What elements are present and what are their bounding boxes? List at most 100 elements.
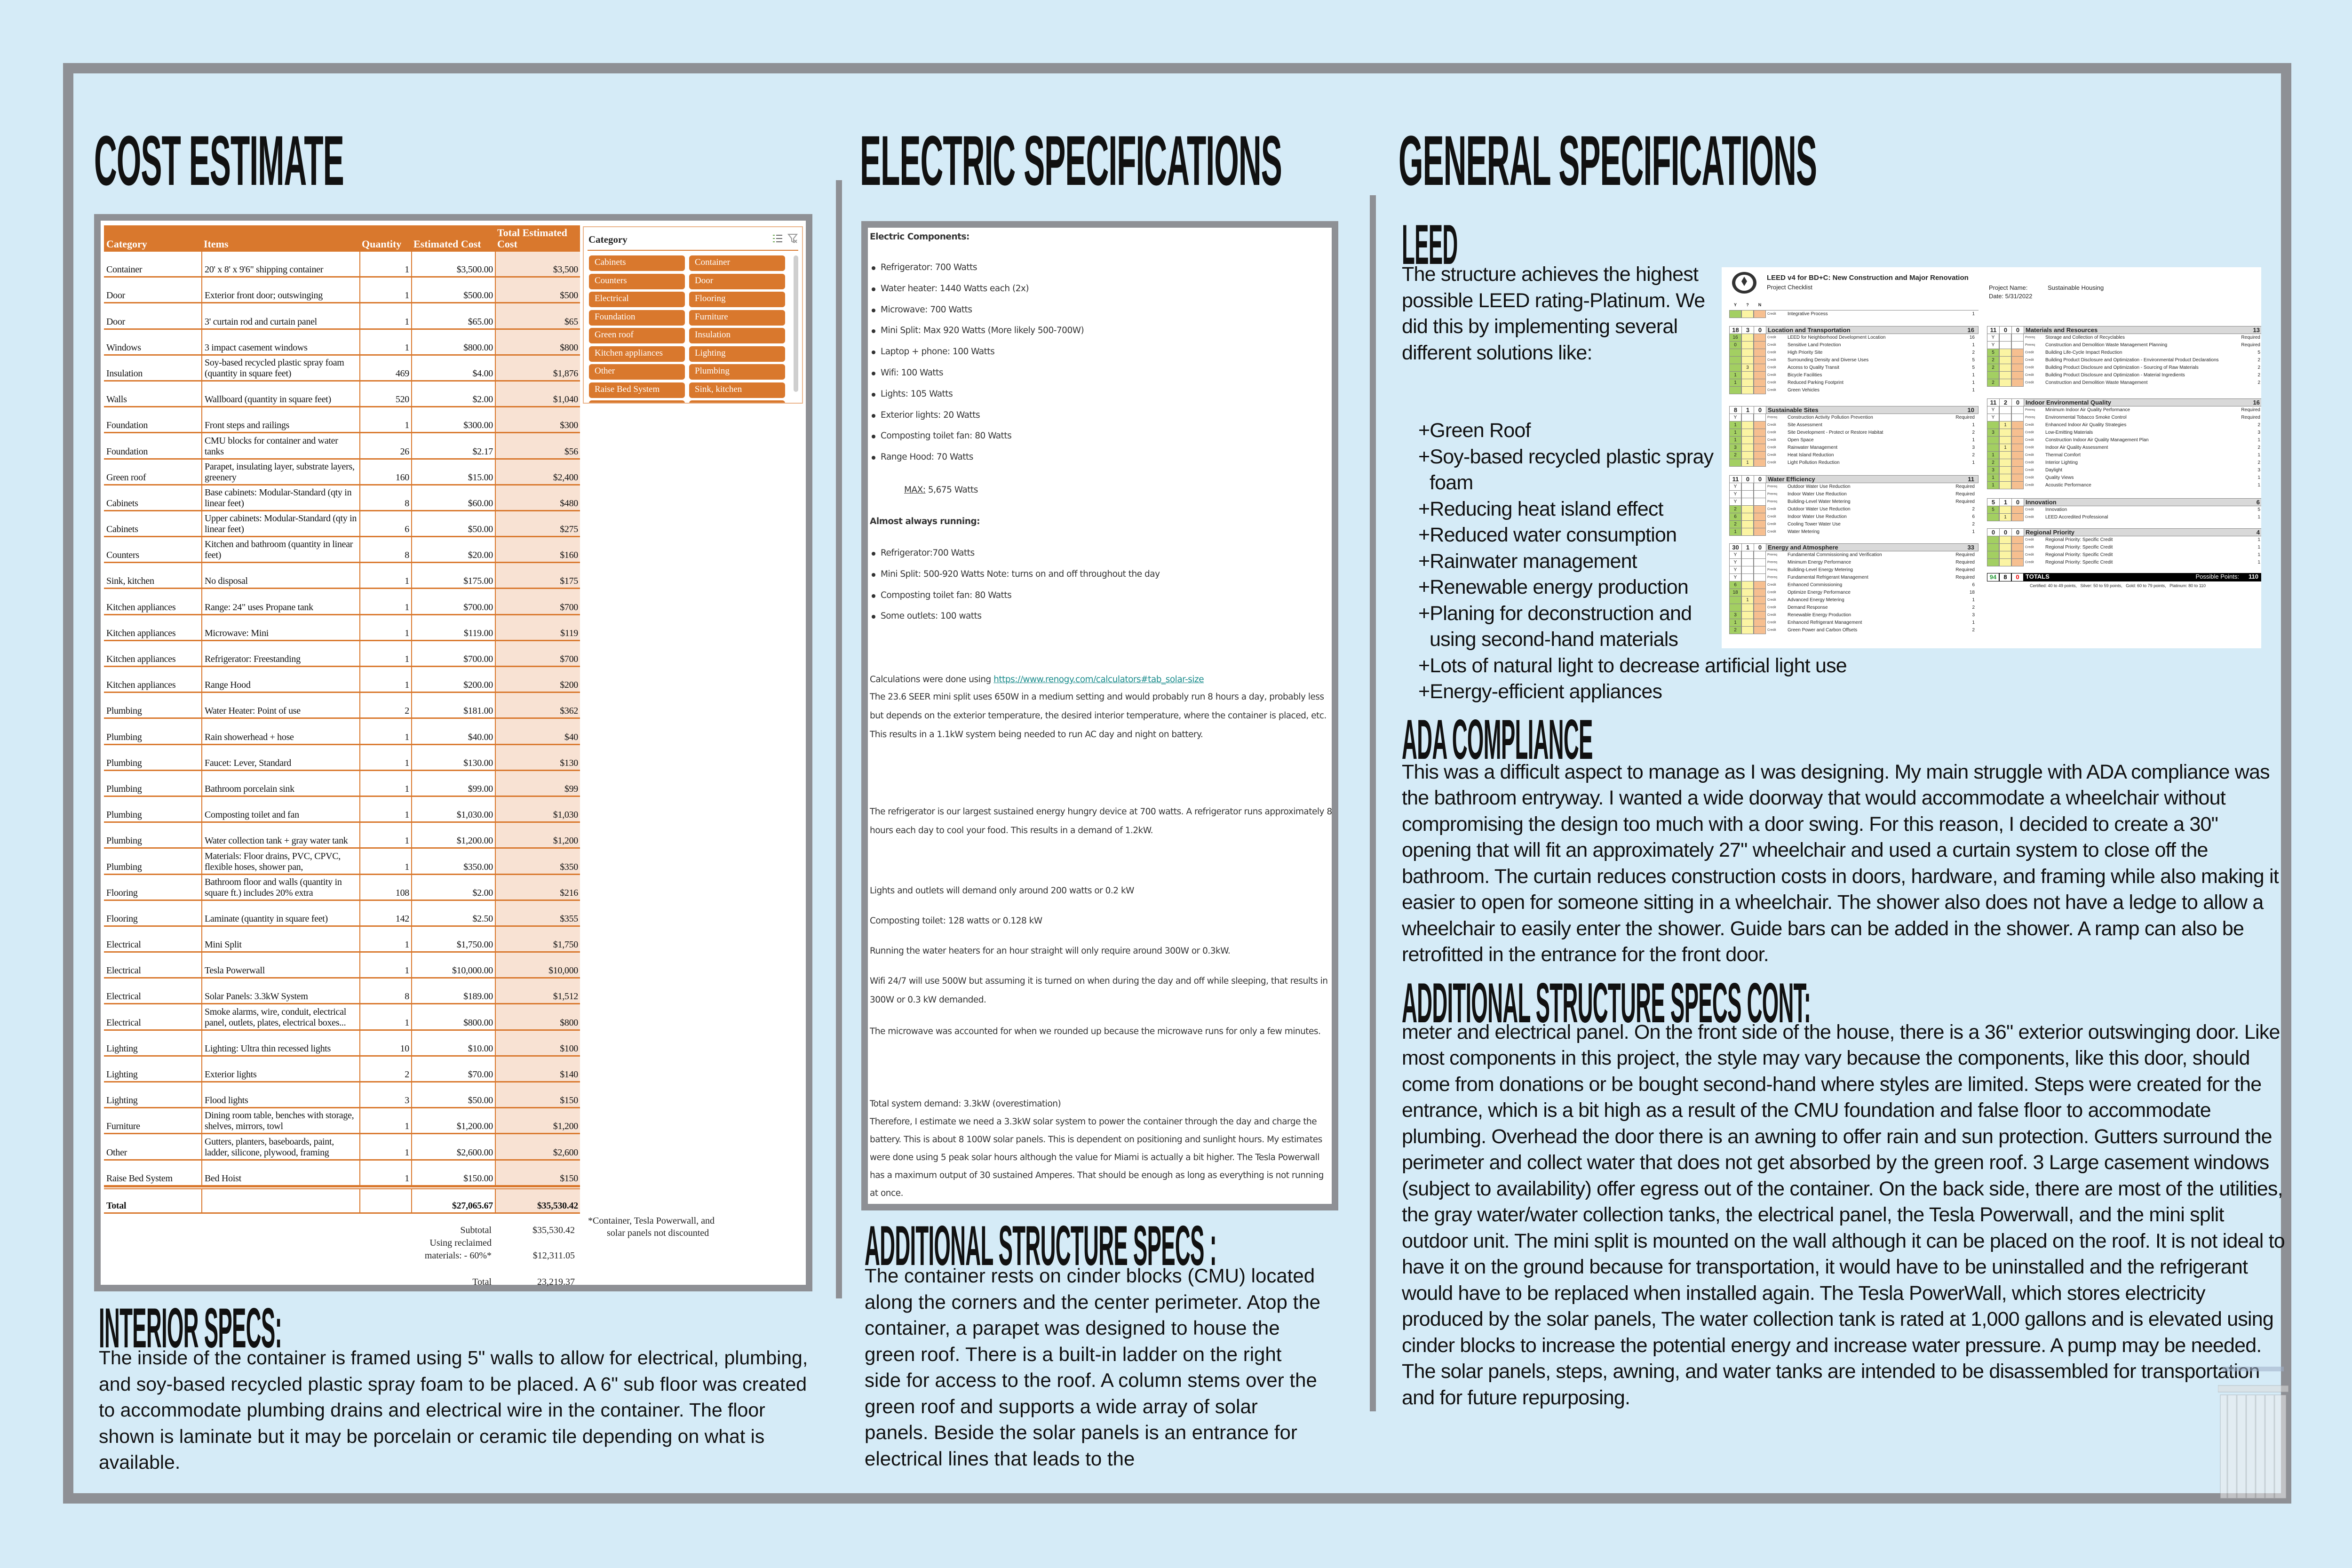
reclaimed-label-2: materials: - 60%* <box>424 1250 492 1261</box>
checklist-points: 5 <box>1972 365 1975 370</box>
final-total-label: Total <box>472 1277 492 1287</box>
multi-select-icon[interactable] <box>772 233 783 244</box>
slicer-button[interactable]: Other <box>589 364 685 380</box>
checklist-type: Credit <box>1767 621 1776 624</box>
section-points: 11 <box>1950 476 1978 483</box>
row-total-cost: $2,600 <box>495 1134 580 1159</box>
checklist-credit-name: Water Metering <box>1788 529 1820 534</box>
checklist-section-header: 18 3 0 Location and Transportation 16 <box>1729 326 1979 334</box>
slicer-button[interactable]: Plumbing <box>689 364 785 380</box>
section-no: 0 <box>2012 326 2024 334</box>
cost-row: Counters Kitchen and bathroom (quantity i… <box>104 537 580 564</box>
row-estimated-cost: $10.00 <box>411 1030 495 1055</box>
checklist-yes-cell: 1 <box>1729 619 1741 627</box>
checklist-credit-name: Access to Quality Transit <box>1788 365 1840 370</box>
slicer-button[interactable]: Container <box>689 255 785 271</box>
leed-section: 11 2 0 Indoor Environmental Quality 16 Y Prere… <box>1987 398 2261 489</box>
row-item: Composting toilet and fan <box>201 796 359 822</box>
slicer-button[interactable]: Walls <box>589 400 685 403</box>
slicer-button[interactable]: Insulation <box>689 328 785 343</box>
checklist-type: Credit <box>1767 508 1776 511</box>
section-no: 0 <box>2012 399 2024 406</box>
slicer-button[interactable]: Windows <box>689 400 785 403</box>
checklist-type: Prereq <box>1767 416 1778 419</box>
checklist-type: Credit <box>1767 423 1776 427</box>
checklist-credit-name: Advanced Energy Metering <box>1788 597 1844 603</box>
checklist-row: Y Prereq Minimum Energy Performance Require… <box>1729 559 1979 566</box>
checklist-maybe-cell <box>1999 536 2011 544</box>
checklist-points: 1 <box>1972 380 1975 385</box>
checklist-maybe-cell <box>1741 444 1754 452</box>
checklist-yes-cell: 2 <box>1729 506 1741 513</box>
ynq-maybe: ? <box>1746 302 1749 307</box>
row-quantity: 2 <box>359 693 411 718</box>
slicer-button[interactable]: Door <box>689 273 785 289</box>
row-quantity: 8 <box>359 537 411 562</box>
renogy-link[interactable]: https://www.renogy.com/calculators#tab_s… <box>993 675 1204 685</box>
leed-solution-item: +Soy-based recycled plastic spray foam <box>1418 445 1714 494</box>
checklist-type: Credit <box>1767 613 1776 617</box>
row-item: Front steps and railings <box>201 407 359 432</box>
checklist-maybe-cell <box>1741 528 1754 536</box>
checklist-type: Credit <box>2025 561 2034 564</box>
row-item: Gutters, planters, baseboards, paint, la… <box>201 1134 359 1159</box>
checklist-yes-cell: 3 <box>1987 467 1999 474</box>
checklist-points: Required <box>1955 415 1975 420</box>
slicer-scrollbar[interactable] <box>794 255 798 392</box>
checklist-credit-name: Indoor Water Use Reduction <box>1788 514 1847 519</box>
checklist-no-cell <box>1754 372 1766 379</box>
checklist-section-header: 30 1 0 Energy and Atmosphere 33 <box>1729 543 1979 551</box>
checklist-yes-cell: Y <box>1729 483 1741 491</box>
row-category: Kitchen appliances <box>106 680 176 691</box>
row-category: Plumbing <box>106 861 142 872</box>
calc-prefix: Calculations were done using <box>870 675 994 685</box>
clear-filter-icon[interactable] <box>787 233 798 244</box>
checklist-maybe-cell <box>1741 379 1754 387</box>
checklist-no-cell <box>2011 334 2024 342</box>
checklist-no-cell <box>2011 551 2024 559</box>
checklist-maybe-cell <box>1741 349 1754 357</box>
checklist-row: 1 Credit Thermal Comfort 1 <box>1987 452 2261 459</box>
slicer-button[interactable]: Flooring <box>689 292 785 307</box>
checklist-credit-name: Enhanced Refrigerant Management <box>1788 620 1862 625</box>
slicer-button[interactable]: Foundation <box>589 310 685 326</box>
slicer-button[interactable]: Furniture <box>689 310 785 326</box>
row-category: Foundation <box>106 446 148 457</box>
checklist-maybe-cell <box>1999 437 2011 444</box>
leed-solution-item: +Reducing heat island effect <box>1418 497 1663 520</box>
checklist-yes-cell: Y <box>1729 491 1741 498</box>
slicer-button[interactable]: Kitchen appliances <box>589 346 685 362</box>
slicer-button[interactable]: Sink, kitchen <box>689 382 785 398</box>
final-total-value: 23,219.37 <box>537 1277 575 1287</box>
running-item: Refrigerator:700 Watts <box>869 543 1332 564</box>
row-estimated-cost: $3,500.00 <box>411 252 495 277</box>
component-item: Microwave: 700 Watts <box>869 300 1332 321</box>
checklist-row: Credit Integrative Process 1 <box>1729 310 1979 318</box>
slicer-button[interactable]: Green roof <box>589 328 685 343</box>
slicer-button[interactable]: Counters <box>589 273 685 289</box>
slicer-button[interactable]: Electrical <box>589 292 685 307</box>
checklist-no-cell <box>1754 422 1766 429</box>
checklist-maybe-cell <box>1999 349 2011 357</box>
component-item: Wifi: 100 Watts <box>869 363 1332 384</box>
checklist-points: 2 <box>1972 453 1975 458</box>
section-title: Innovation <box>2024 499 2235 506</box>
checklist-points: 3 <box>1972 445 1975 450</box>
checklist-credit-name: Demand Response <box>1788 605 1828 610</box>
checklist-maybe-cell <box>1741 437 1754 444</box>
additional-specs-text: The container rests on cinder blocks (CM… <box>865 1265 1320 1470</box>
checklist-row: Credit High Priority Site 2 <box>1729 349 1979 357</box>
slicer-button[interactable]: Lighting <box>689 346 785 362</box>
totals-no: 0 <box>2011 573 2024 581</box>
section-maybe: 1 <box>2000 499 2012 506</box>
checklist-type: Credit <box>1767 366 1776 369</box>
row-quantity: 1 <box>359 667 411 692</box>
cost-row: Foundation Front steps and railings 1 $300.… <box>104 407 580 434</box>
checklist-no-cell <box>1754 483 1766 491</box>
checklist-maybe-cell: 1 <box>1999 422 2011 429</box>
checklist-row: 1 Credit Bicycle Facilities 1 <box>1729 372 1979 379</box>
totals-maybe: 8 <box>1999 573 2011 581</box>
slicer-button[interactable]: Cabinets <box>589 255 685 271</box>
slicer-button[interactable]: Raise Bed System <box>589 382 685 398</box>
checklist-maybe-cell <box>1741 310 1754 318</box>
